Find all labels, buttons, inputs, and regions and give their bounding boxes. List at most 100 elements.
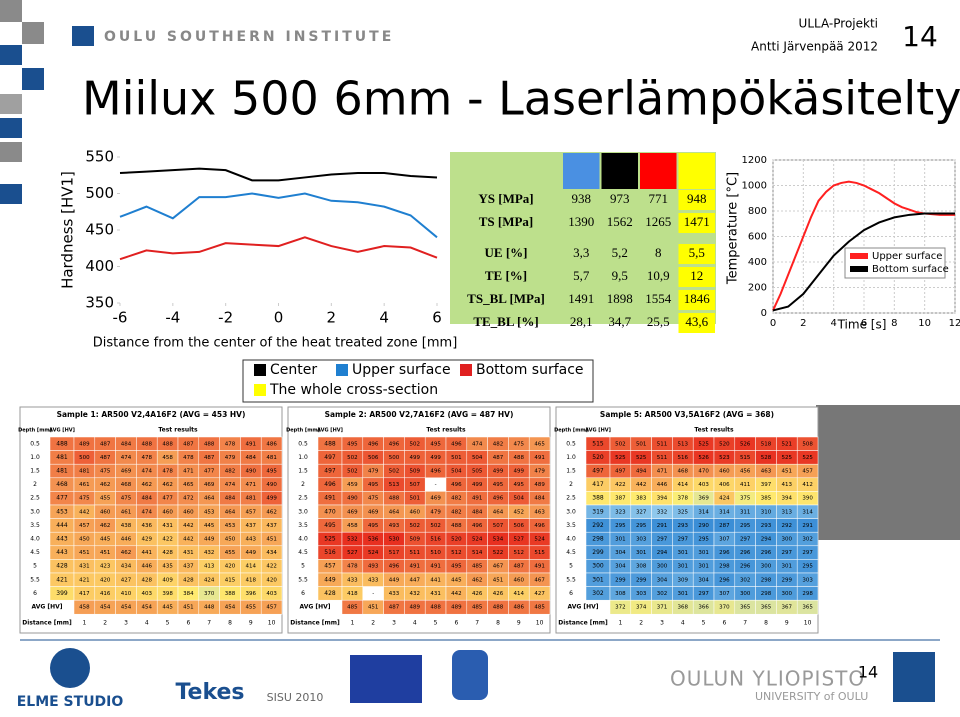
table-text: 428 bbox=[56, 563, 68, 570]
table-text: 458 bbox=[162, 455, 173, 461]
cell: 1846 bbox=[684, 291, 711, 306]
table-text: 471 bbox=[657, 469, 668, 475]
table-text: 467 bbox=[534, 577, 545, 583]
table-text: 301 bbox=[678, 564, 689, 570]
table-text: 300 bbox=[782, 537, 793, 543]
table-text: 431 bbox=[430, 591, 441, 597]
table-text: 486 bbox=[266, 441, 277, 447]
table-text: 496 bbox=[451, 482, 462, 488]
table-text: 475 bbox=[100, 469, 111, 475]
table-text: 300 bbox=[740, 591, 751, 597]
table-text: 437 bbox=[246, 523, 257, 529]
table-text: 314 bbox=[719, 509, 730, 515]
table-text: 504 bbox=[451, 469, 462, 475]
y-tick-label: 1200 bbox=[742, 155, 767, 166]
table-text: 2 bbox=[371, 620, 375, 627]
table-text: 433 bbox=[389, 591, 400, 597]
table-text: 487 bbox=[100, 441, 111, 447]
y-axis-label: Hardness [HV1] bbox=[59, 171, 77, 289]
y-tick-label: 400 bbox=[85, 257, 114, 275]
table-text: 296 bbox=[719, 577, 730, 583]
table-text: AVG [HV] bbox=[317, 428, 343, 434]
table-text: 484 bbox=[472, 509, 483, 515]
table-text: 421 bbox=[56, 576, 68, 583]
table-text: 303 bbox=[636, 537, 647, 543]
table-text: 523 bbox=[719, 455, 730, 461]
table-text: 304 bbox=[615, 564, 626, 570]
table-text: 513 bbox=[678, 441, 689, 447]
table-text: AVG [HV] bbox=[567, 604, 598, 611]
table-text: 414 bbox=[678, 482, 689, 488]
table-text: 457 bbox=[79, 523, 90, 529]
table-text: 451 bbox=[493, 577, 504, 583]
table-text: Test results bbox=[158, 427, 198, 434]
table-text: 443 bbox=[56, 536, 68, 543]
table-text: 502 bbox=[389, 469, 400, 475]
y-axis-label: Temperature [°C] bbox=[726, 172, 741, 285]
table-text: 3.5 bbox=[298, 522, 308, 529]
table-text: 495 bbox=[347, 441, 358, 447]
table-text: 443 bbox=[246, 537, 257, 543]
table-text: 485 bbox=[472, 605, 483, 611]
cell: 25,5 bbox=[647, 314, 670, 329]
table-text: 8 bbox=[764, 620, 768, 627]
table-text: 479 bbox=[225, 455, 236, 461]
series-line bbox=[119, 236, 438, 261]
table-text: 488 bbox=[56, 440, 68, 447]
table-text: 462 bbox=[142, 482, 153, 488]
table-text: 10 bbox=[804, 620, 812, 627]
legend-swatch bbox=[254, 384, 266, 396]
table-text: 375 bbox=[740, 496, 751, 502]
table-text: 518 bbox=[761, 441, 772, 447]
table-text: 457 bbox=[246, 509, 257, 515]
cell: 8 bbox=[655, 245, 662, 260]
table-text: 370 bbox=[204, 591, 215, 597]
table-text: 475 bbox=[514, 441, 525, 447]
table-text: 442 bbox=[183, 537, 194, 543]
table-text: 451 bbox=[183, 605, 194, 611]
table-text: 482 bbox=[225, 469, 236, 475]
table-text: 415 bbox=[225, 577, 236, 583]
table-text: 470 bbox=[698, 469, 709, 475]
row-label: UE [%] bbox=[485, 245, 528, 260]
table-text: 502 bbox=[430, 523, 441, 529]
table-text: 295 bbox=[698, 537, 709, 543]
table-text: 490 bbox=[266, 482, 277, 488]
table-text: 502 bbox=[410, 441, 421, 447]
cell: 12 bbox=[690, 268, 703, 283]
y-tick-label: 1000 bbox=[742, 181, 767, 192]
table-text: 1 bbox=[350, 620, 354, 627]
table-text: 526 bbox=[740, 441, 751, 447]
table-text: 297 bbox=[802, 550, 813, 556]
table-text: AVG [HV] bbox=[49, 428, 75, 434]
table-text: 493 bbox=[368, 564, 379, 570]
table-text: 447 bbox=[410, 577, 421, 583]
table-text: 496 bbox=[389, 441, 400, 447]
table-text: 474 bbox=[225, 482, 236, 488]
table-text: 459 bbox=[347, 482, 358, 488]
table-text: 487 bbox=[493, 455, 504, 461]
table-text: 487 bbox=[514, 564, 525, 570]
cell: 973 bbox=[610, 191, 630, 206]
table-text: 512 bbox=[451, 550, 462, 556]
table-text: 495 bbox=[266, 469, 277, 475]
table-text: 496 bbox=[493, 496, 504, 502]
table-text: 465 bbox=[183, 482, 194, 488]
table-text: 515 bbox=[592, 440, 604, 447]
table-text: 509 bbox=[410, 537, 421, 543]
table-text: 488 bbox=[493, 605, 504, 611]
table-text: 300 bbox=[761, 564, 772, 570]
table-text: 3.0 bbox=[298, 508, 308, 515]
table-text: 428 bbox=[142, 577, 153, 583]
table-text: 461 bbox=[79, 482, 90, 488]
table-text: 482 bbox=[451, 509, 462, 515]
table-text: 490 bbox=[246, 469, 257, 475]
table-text: - bbox=[435, 482, 437, 488]
table-text: 517 bbox=[389, 550, 400, 556]
table-text: 6 bbox=[186, 620, 190, 627]
table-text: 489 bbox=[451, 605, 462, 611]
table-text: 5 bbox=[702, 620, 706, 627]
cell: 1471 bbox=[684, 214, 710, 229]
table-text: 496 bbox=[324, 481, 336, 488]
